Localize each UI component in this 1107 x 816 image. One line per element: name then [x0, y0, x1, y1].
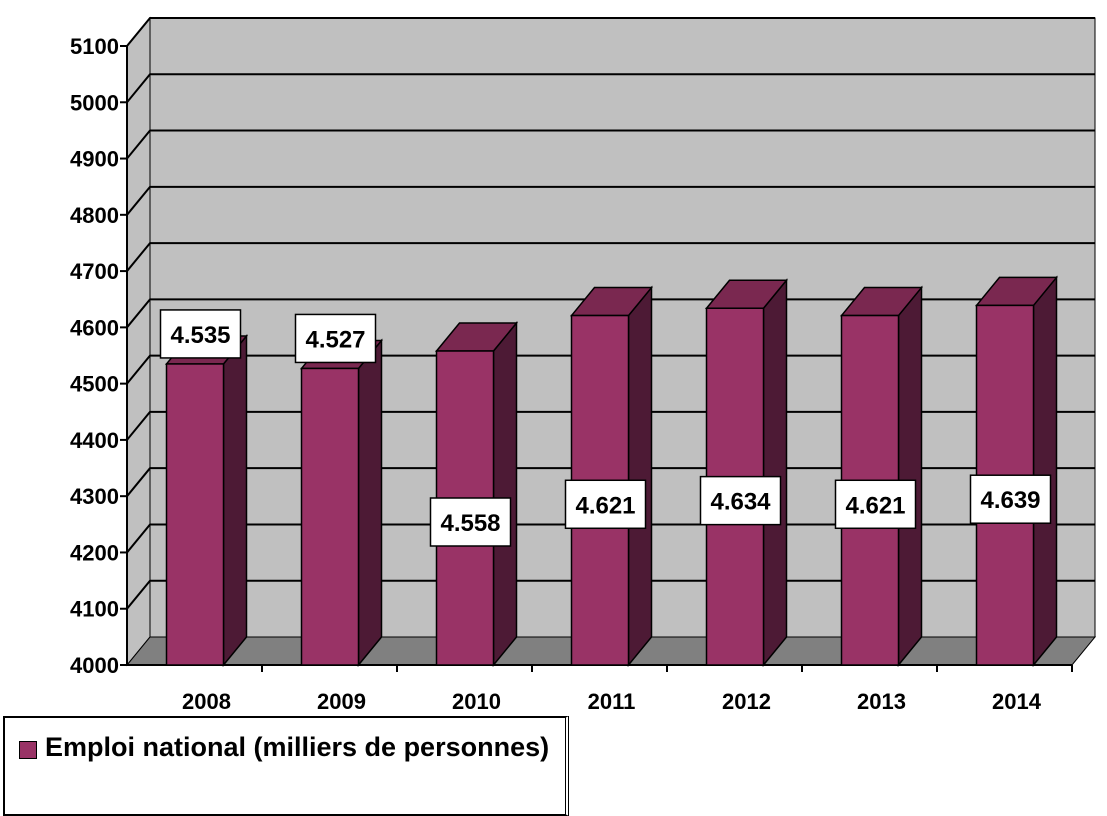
x-tick-label: 2014	[992, 689, 1042, 714]
legend-label: Emploi national (milliers de personnes)	[45, 732, 550, 762]
gridline	[126, 242, 1095, 272]
data-label: 4.621	[834, 479, 917, 530]
y-tick-label: 4700	[70, 259, 119, 284]
y-tick-label: 4400	[70, 428, 119, 453]
x-tick-label: 2013	[857, 689, 906, 714]
bar	[974, 275, 1059, 668]
bar	[299, 338, 384, 668]
data-label-text: 4.639	[980, 487, 1040, 514]
data-label-box	[564, 479, 647, 530]
y-tick-label: 4200	[70, 540, 119, 565]
x-tick-label: 2011	[588, 689, 636, 714]
data-label-box	[969, 474, 1052, 524]
data-label-text: 4.527	[305, 326, 365, 353]
bar	[164, 333, 249, 668]
data-label-text: 4.535	[170, 322, 230, 349]
y-tick-label: 4300	[70, 484, 119, 509]
bar-front	[165, 363, 225, 666]
bar-side	[762, 278, 788, 668]
data-label-box	[834, 479, 917, 530]
gridline	[126, 73, 1095, 103]
bar-side	[357, 338, 383, 668]
y-tick-label: 4800	[70, 203, 119, 228]
legend: Emploi national (milliers de personnes)	[3, 716, 569, 816]
tick-labels: 4000 4100 4200 4300 4400 4500 4600 4700 4800 4900…	[70, 34, 1042, 714]
data-label-box	[159, 309, 242, 359]
gridline	[126, 17, 1095, 47]
data-label-text: 4.621	[845, 492, 905, 519]
y-tick-label: 5100	[70, 34, 119, 59]
y-tick-label: 4000	[70, 653, 119, 678]
data-label-text: 4.634	[710, 489, 771, 516]
bar	[704, 278, 789, 668]
data-label: 4.527	[294, 313, 377, 364]
x-tick-label: 2010	[452, 689, 501, 714]
y-tick-label: 4100	[70, 597, 119, 622]
data-label: 4.558	[429, 497, 512, 547]
x-tick-label: 2008	[182, 689, 231, 714]
bar-side	[897, 285, 923, 668]
bar	[839, 285, 924, 668]
x-tick-label: 2012	[722, 689, 771, 714]
data-label: 4.621	[564, 479, 647, 530]
bar-chart: 4000 4100 4200 4300 4400 4500 4600 4700 4800 4900…	[70, 16, 1097, 714]
data-label-text: 4.558	[440, 510, 500, 537]
bar-side	[627, 285, 653, 668]
y-tick-label: 4900	[70, 147, 119, 172]
bar-front	[300, 367, 360, 666]
data-label: 4.639	[969, 474, 1052, 524]
data-label-box	[294, 313, 377, 364]
bar-side	[222, 333, 248, 668]
bar	[434, 320, 519, 668]
bar-side	[1032, 275, 1058, 668]
data-label: 4.634	[699, 475, 782, 526]
x-tick-label: 2009	[317, 689, 366, 714]
data-label-box	[429, 497, 512, 547]
data-label: 4.535	[159, 309, 242, 359]
y-tick-label: 4600	[70, 315, 119, 340]
bar	[569, 285, 654, 668]
bar-side	[492, 320, 518, 668]
y-tick-label: 4500	[70, 372, 119, 397]
data-label-box	[699, 475, 782, 526]
legend-swatch	[19, 741, 37, 759]
gridline	[126, 129, 1095, 160]
y-tick-label: 5000	[70, 90, 119, 115]
side-wall	[126, 16, 151, 667]
gridline	[126, 185, 1095, 216]
data-labels: 4.535 4.527 4.558 4.621 4.634 4.621 4.639	[159, 309, 1052, 547]
data-label-text: 4.621	[575, 492, 635, 519]
